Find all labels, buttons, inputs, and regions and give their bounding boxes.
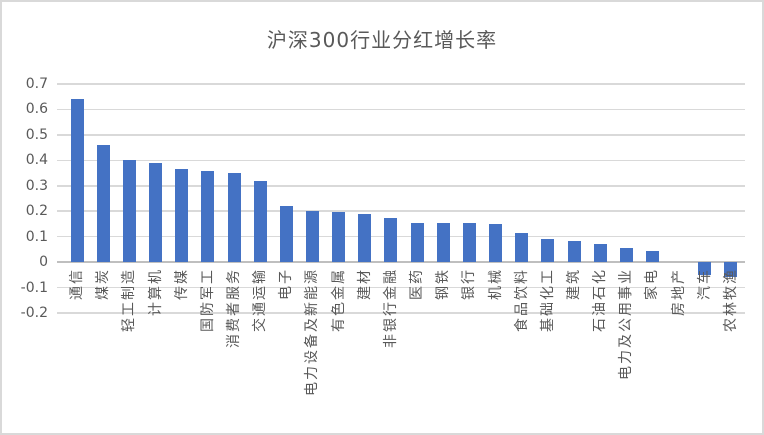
x-category-label: 非银行金融 xyxy=(382,268,399,348)
x-category-label: 煤炭 xyxy=(95,268,112,300)
chart-bar xyxy=(567,241,581,263)
grid-line xyxy=(57,108,745,111)
grid-line xyxy=(57,159,745,162)
chart-bar xyxy=(227,173,241,263)
chart-bar xyxy=(122,160,136,263)
x-category-label: 计算机 xyxy=(147,268,164,316)
y-tick-label: 0.4 xyxy=(25,152,48,169)
x-category-label: 建材 xyxy=(356,268,373,300)
y-tick-label: -0.1 xyxy=(20,279,48,296)
chart-bar xyxy=(70,99,84,263)
chart-bar xyxy=(698,262,712,275)
x-category-label: 电力设备及新能源 xyxy=(304,268,321,396)
chart-bar xyxy=(384,217,398,263)
chart-bar xyxy=(645,251,659,263)
x-category-label: 国防军工 xyxy=(199,268,216,332)
chart-bar xyxy=(175,169,189,263)
chart-bar xyxy=(332,212,346,263)
chart-bar xyxy=(619,247,633,263)
x-category-label: 银行 xyxy=(461,268,478,300)
grid-line xyxy=(57,312,745,314)
chart-bar xyxy=(593,244,607,263)
grid-line xyxy=(57,185,745,187)
x-category-label: 农林牧渔 xyxy=(722,268,739,332)
chart-bar xyxy=(279,206,293,263)
chart-bar xyxy=(253,180,267,263)
chart-bar xyxy=(305,211,319,263)
x-category-label: 建筑 xyxy=(566,268,582,300)
y-tick-label: 0.6 xyxy=(25,101,48,118)
x-category-label: 轻工制造 xyxy=(121,268,138,332)
chart-title: 沪深300行业分红增长率 xyxy=(266,28,498,52)
grid-line xyxy=(57,286,745,289)
x-category-label: 机械 xyxy=(487,268,504,300)
x-category-label: 消费者服务 xyxy=(226,268,242,348)
x-category-label: 医药 xyxy=(409,268,426,300)
x-axis-line xyxy=(57,261,745,263)
x-category-label: 房地产 xyxy=(670,268,687,316)
chart-bar xyxy=(96,145,110,263)
x-category-label: 有色金属 xyxy=(330,268,347,332)
x-category-label: 基础化工 xyxy=(539,268,556,332)
y-tick-label: -0.2 xyxy=(20,305,48,321)
chart-bar xyxy=(541,239,555,263)
grid-line xyxy=(57,83,745,85)
x-category-label: 传媒 xyxy=(173,268,190,300)
y-tick-label: 0 xyxy=(39,254,48,271)
x-category-label: 电子 xyxy=(278,268,295,300)
y-tick-label: 0.2 xyxy=(25,203,48,220)
y-tick-label: 0.5 xyxy=(25,126,48,143)
chart-bar xyxy=(149,162,163,263)
y-tick-label: 0.7 xyxy=(25,76,48,92)
x-category-label: 钢铁 xyxy=(435,268,452,300)
x-category-label: 家电 xyxy=(644,268,661,300)
x-category-label: 食品饮料 xyxy=(513,268,530,332)
x-category-label: 汽车 xyxy=(696,268,713,300)
chart-bar xyxy=(410,222,424,263)
x-category-label: 交通运输 xyxy=(252,268,269,332)
x-category-label: 电力及公用事业 xyxy=(618,268,635,380)
chart-bar xyxy=(724,262,738,278)
chart-bar xyxy=(462,223,476,263)
y-tick-label: 0.1 xyxy=(25,228,48,245)
chart-bar xyxy=(358,213,372,263)
chart-bar xyxy=(489,223,503,263)
chart-bar xyxy=(201,170,215,263)
chart-bar xyxy=(515,232,529,263)
grid-line xyxy=(57,235,745,238)
grid-line xyxy=(57,134,745,136)
x-category-label: 石油石化 xyxy=(592,268,609,332)
chart-bar xyxy=(436,223,450,263)
x-category-label: 通信 xyxy=(69,268,86,300)
y-tick-label: 0.3 xyxy=(25,177,48,194)
grid-line xyxy=(57,210,745,212)
